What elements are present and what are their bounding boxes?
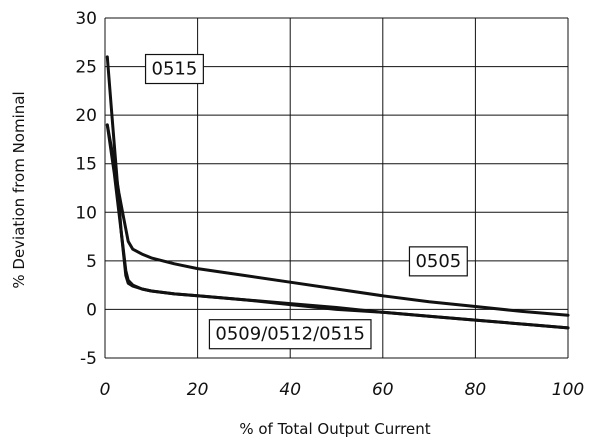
y-tick-label: -5: [80, 349, 97, 369]
annotation-1: 0505: [408, 246, 468, 277]
y-axis-ticks: -5 0 5 10 15 20 25 30: [75, 9, 97, 369]
x-tick-label: 60: [372, 380, 394, 400]
y-tick-label: 30: [75, 9, 97, 29]
y-tick-label: 10: [75, 203, 97, 223]
x-axis-label: % of Total Output Current: [239, 420, 430, 438]
y-tick-label: 5: [86, 252, 97, 272]
series-lines: [105, 55, 570, 330]
y-tick-label: 25: [75, 58, 97, 78]
y-tick-label: 0: [86, 300, 97, 320]
x-tick-label: 100: [552, 380, 584, 400]
grid: [104, 17, 569, 359]
x-tick-label: 20: [187, 380, 209, 400]
y-tick-label: 15: [75, 155, 97, 175]
annotation-box: [408, 246, 468, 277]
annotation-label: 0505: [415, 251, 461, 272]
annotations: 0515 0505 0509/0512/0515: [144, 53, 468, 350]
y-axis-label: % Deviation from Nominal: [10, 91, 28, 288]
series-line-1: [105, 55, 570, 330]
series-line-0: [105, 123, 570, 317]
annotation-label: 0509/0512/0515: [215, 324, 365, 345]
x-tick-label: 40: [279, 380, 301, 400]
annotation-label: 0515: [152, 59, 198, 80]
annotation-2: 0509/0512/0515: [208, 319, 372, 350]
x-tick-label: 80: [465, 380, 487, 400]
annotation-box: [208, 319, 372, 350]
x-axis-ticks: 0 20 40 60 80 100: [100, 380, 585, 400]
x-tick-label: 0: [100, 380, 111, 400]
y-tick-label: 20: [75, 106, 97, 126]
series-line-2: [105, 123, 570, 330]
annotation-0: 0515: [144, 53, 204, 85]
annotation-box: [144, 53, 204, 85]
